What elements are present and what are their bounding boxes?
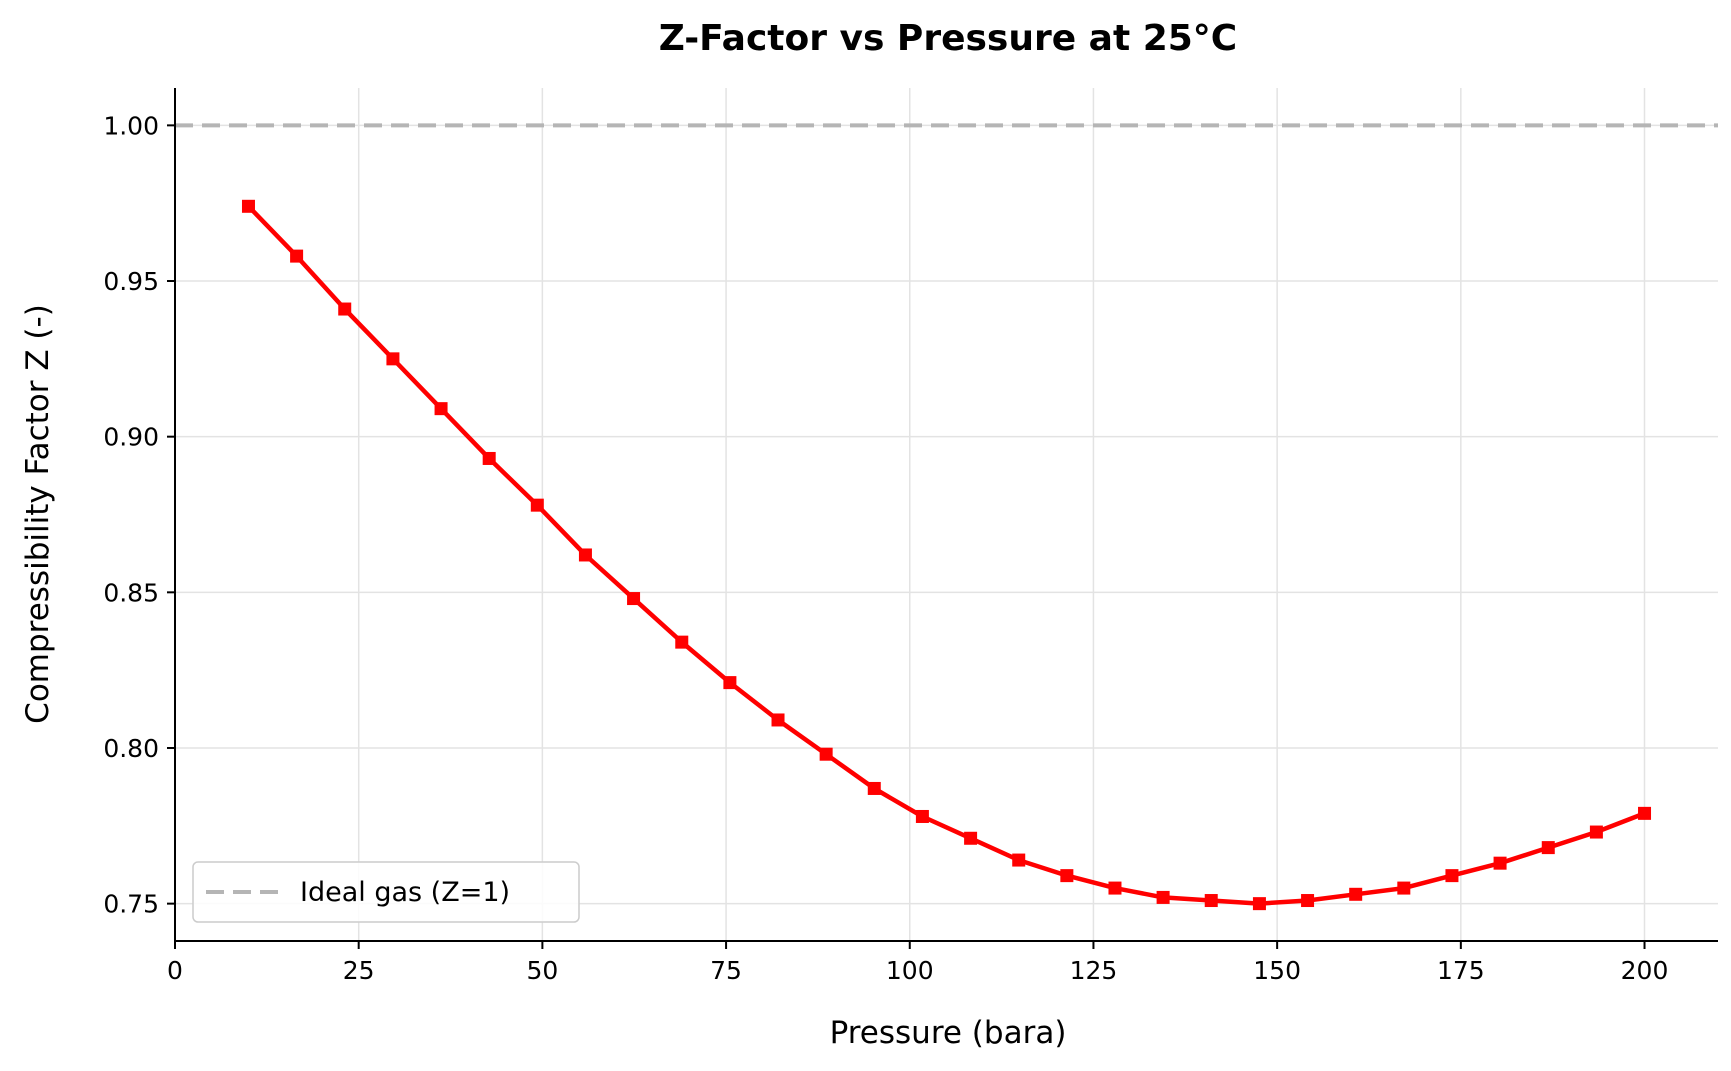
x-axis-label: Pressure (bara) [830,1015,1067,1051]
data-point [1060,869,1074,883]
data-point [578,548,592,562]
y-tick-label: 0.75 [103,890,159,919]
x-tick-label: 25 [343,956,375,985]
data-point [1012,853,1026,867]
data-point [1638,806,1652,820]
data-point [1589,825,1603,839]
data-point [819,747,833,761]
chart-title: Z-Factor vs Pressure at 25°C [659,18,1237,59]
data-point [290,249,304,263]
y-tick-label: 0.85 [103,578,159,607]
data-point [338,302,352,316]
data-point [1349,887,1363,901]
data-point [1108,881,1122,895]
data-point [675,635,689,649]
x-tick-label: 75 [710,956,742,985]
data-point [241,199,255,213]
x-axis-ticks: 0 25 50 75 100 125 150 175 200 [167,941,1668,985]
series-layer [241,199,1652,911]
data-point [964,831,978,845]
data-point [627,592,641,606]
legend-label-ideal-gas: Ideal gas (Z=1) [300,877,510,908]
data-point [530,498,544,512]
data-point [723,676,737,690]
data-point [1252,897,1266,911]
data-point [771,713,785,727]
data-point [434,402,448,416]
data-point [867,781,881,795]
y-tick-label: 0.90 [103,423,159,452]
x-tick-label: 100 [886,956,934,985]
data-point [1397,881,1411,895]
y-axis-ticks: 0.75 0.80 0.85 0.90 0.95 1.00 [103,111,175,919]
data-point [1493,856,1507,870]
legend-frame [192,861,580,923]
x-tick-label: 200 [1621,956,1669,985]
y-tick-label: 0.80 [103,734,159,763]
data-point [1301,894,1315,908]
data-point [1204,894,1218,908]
grid [174,88,1718,941]
x-tick-label: 50 [526,956,558,985]
x-tick-label: 175 [1437,956,1485,985]
data-point [1445,869,1459,883]
y-tick-label: 1.00 [103,111,159,140]
data-point [386,352,400,366]
y-axis-label: Compressibility Factor Z (-) [20,304,56,724]
series-line [246,204,1647,906]
x-tick-label: 150 [1253,956,1301,985]
data-point [1541,841,1555,855]
x-tick-label: 0 [167,956,183,985]
legend: Ideal gas (Z=1) [192,861,580,923]
data-point [1156,890,1170,904]
data-point [482,451,496,465]
data-point [915,809,929,823]
x-tick-label: 125 [1070,956,1118,985]
y-tick-label: 0.95 [103,267,159,296]
